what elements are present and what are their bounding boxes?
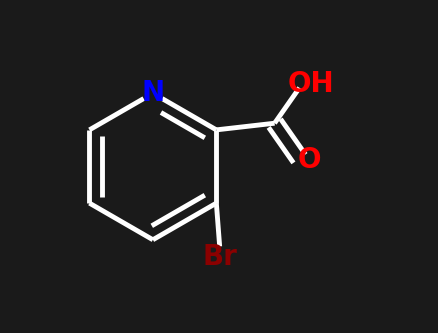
Text: Br: Br [202,243,237,271]
Text: OH: OH [287,70,334,99]
Text: N: N [141,79,164,107]
Text: O: O [297,146,321,174]
